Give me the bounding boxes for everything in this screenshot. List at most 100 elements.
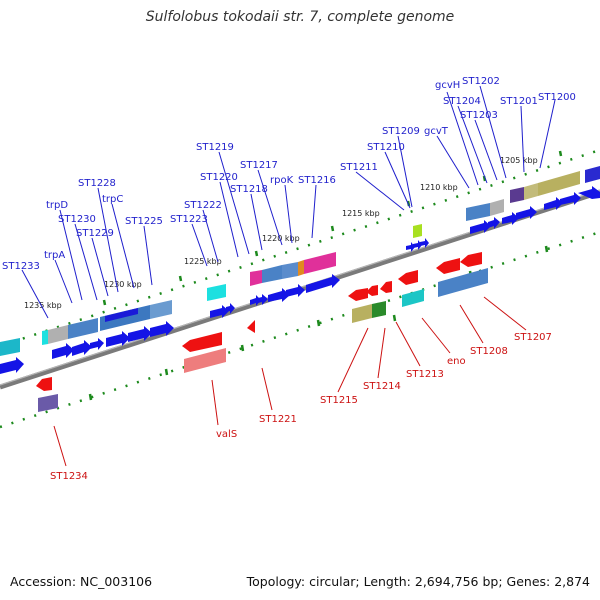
gene-arrow[interactable] xyxy=(72,340,92,356)
gene-label[interactable]: trpC xyxy=(102,194,123,205)
gene-arrow[interactable] xyxy=(258,294,268,305)
gene-feature[interactable] xyxy=(282,262,298,279)
gene-arrow[interactable] xyxy=(247,320,255,333)
gene-arrow[interactable] xyxy=(182,332,222,352)
gene-label[interactable]: ST1203 xyxy=(460,110,498,121)
gene-label[interactable]: ST1223 xyxy=(170,214,208,225)
gene-arrow[interactable] xyxy=(128,326,152,342)
gene-label[interactable]: ST1222 xyxy=(184,200,222,211)
gene-feature[interactable] xyxy=(184,348,226,373)
gene-label[interactable]: ST1228 xyxy=(78,178,116,189)
gene-arrow[interactable] xyxy=(436,258,460,274)
gene-label[interactable]: ST1225 xyxy=(125,216,163,227)
gene-label[interactable]: ST1233 xyxy=(2,261,40,272)
gene-label[interactable]: ST1234 xyxy=(50,471,88,482)
gene-label[interactable]: ST1211 xyxy=(340,162,378,173)
scale-label: 1225 kbp xyxy=(184,257,222,266)
gene-feature[interactable] xyxy=(438,268,488,297)
gene-arrow[interactable] xyxy=(460,252,482,267)
gene-label[interactable]: gcvT xyxy=(424,126,449,137)
gene-arrow[interactable] xyxy=(286,284,305,297)
gene-arrow[interactable] xyxy=(560,192,581,205)
gene-feature[interactable] xyxy=(304,252,336,274)
gene-feature[interactable] xyxy=(250,270,262,286)
gene-feature[interactable] xyxy=(0,338,20,356)
gene-label[interactable]: ST1218 xyxy=(230,184,268,195)
gene-feature[interactable] xyxy=(372,301,386,318)
gene-feature[interactable] xyxy=(413,224,422,238)
scale-label: 1215 kbp xyxy=(342,209,380,218)
gene-arrow[interactable] xyxy=(366,285,378,296)
gene-arrow[interactable] xyxy=(106,331,130,347)
gene-label[interactable]: ST1229 xyxy=(76,228,114,239)
gene-label[interactable]: ST1230 xyxy=(58,214,96,225)
gene-label[interactable]: valS xyxy=(216,429,237,440)
gene-feature[interactable] xyxy=(68,318,98,339)
gene-label[interactable]: ST1215 xyxy=(320,395,358,406)
gene-feature[interactable] xyxy=(262,265,282,283)
gene-arrow[interactable] xyxy=(268,288,290,302)
gene-label[interactable]: ST1209 xyxy=(382,126,420,137)
gene-label[interactable]: trpD xyxy=(46,200,68,211)
gene-arrow[interactable] xyxy=(502,212,519,225)
gene-label[interactable]: ST1208 xyxy=(470,346,508,357)
reverse-features xyxy=(38,268,488,412)
gene-feature[interactable] xyxy=(402,289,424,307)
gene-feature[interactable] xyxy=(466,203,490,221)
gene-arrow[interactable] xyxy=(52,343,74,359)
gene-label[interactable]: ST1220 xyxy=(200,172,238,183)
forward-leaders xyxy=(21,85,556,319)
gene-arrow[interactable] xyxy=(348,288,368,301)
gene-arrow[interactable] xyxy=(210,305,229,318)
gene-label[interactable]: eno xyxy=(447,356,466,367)
gene-arrow[interactable] xyxy=(516,206,537,220)
gene-feature[interactable] xyxy=(298,260,304,276)
gene-arrow[interactable] xyxy=(544,197,563,210)
gene-arrow[interactable] xyxy=(413,240,422,250)
gene-label[interactable]: ST1216 xyxy=(298,175,336,186)
scale-label: 1210 kbp xyxy=(420,183,458,192)
gene-label[interactable]: ST1210 xyxy=(367,142,405,153)
gene-arrow[interactable] xyxy=(226,303,235,314)
gene-feature[interactable] xyxy=(105,308,138,322)
gene-label[interactable]: trpA xyxy=(44,250,65,261)
gene-arrow[interactable] xyxy=(0,357,24,374)
gene-arrow[interactable] xyxy=(406,242,415,252)
gene-arrow[interactable] xyxy=(488,217,500,229)
gene-label[interactable]: ST1219 xyxy=(196,142,234,153)
gene-feature[interactable] xyxy=(207,284,226,301)
gene-arrow[interactable] xyxy=(250,295,261,306)
gene-arrow[interactable] xyxy=(90,338,104,350)
gene-feature[interactable] xyxy=(538,171,580,196)
gene-label[interactable]: ST1202 xyxy=(462,76,500,87)
gene-feature[interactable] xyxy=(585,166,600,183)
gene-arrow[interactable] xyxy=(306,274,340,293)
gene-feature[interactable] xyxy=(150,300,172,319)
gene-feature[interactable] xyxy=(510,187,524,203)
gene-feature[interactable] xyxy=(38,394,58,412)
gene-feature[interactable] xyxy=(42,330,48,345)
gene-label[interactable]: ST1221 xyxy=(259,414,297,425)
gene-label[interactable]: ST1217 xyxy=(240,160,278,171)
gene-label[interactable]: rpoK xyxy=(270,175,294,186)
scale-label: 1220 kbp xyxy=(262,234,300,243)
gene-feature[interactable] xyxy=(490,199,504,216)
gene-arrow[interactable] xyxy=(578,186,600,199)
gene-label[interactable]: ST1214 xyxy=(363,381,401,392)
gene-feature[interactable] xyxy=(352,304,372,323)
gene-arrow[interactable] xyxy=(380,281,392,293)
gene-arrow[interactable] xyxy=(470,220,491,234)
gene-label[interactable]: ST1213 xyxy=(406,369,444,380)
gene-arrow[interactable] xyxy=(420,238,429,248)
gene-label[interactable]: ST1200 xyxy=(538,92,576,103)
gene-label[interactable]: ST1204 xyxy=(443,96,481,107)
gene-label[interactable]: ST1207 xyxy=(514,332,552,343)
gene-arrow[interactable] xyxy=(398,270,418,285)
gene-arrow[interactable] xyxy=(150,321,174,337)
gene-label[interactable]: gcvH xyxy=(435,80,460,91)
gene-label[interactable]: ST1201 xyxy=(500,96,538,107)
scale-labels: 1235 kbp 1230 kbp 1225 kbp 1220 kbp 1215… xyxy=(24,156,538,310)
gene-feature[interactable] xyxy=(524,183,538,200)
gene-feature[interactable] xyxy=(48,325,68,344)
gene-arrow[interactable] xyxy=(36,377,52,391)
